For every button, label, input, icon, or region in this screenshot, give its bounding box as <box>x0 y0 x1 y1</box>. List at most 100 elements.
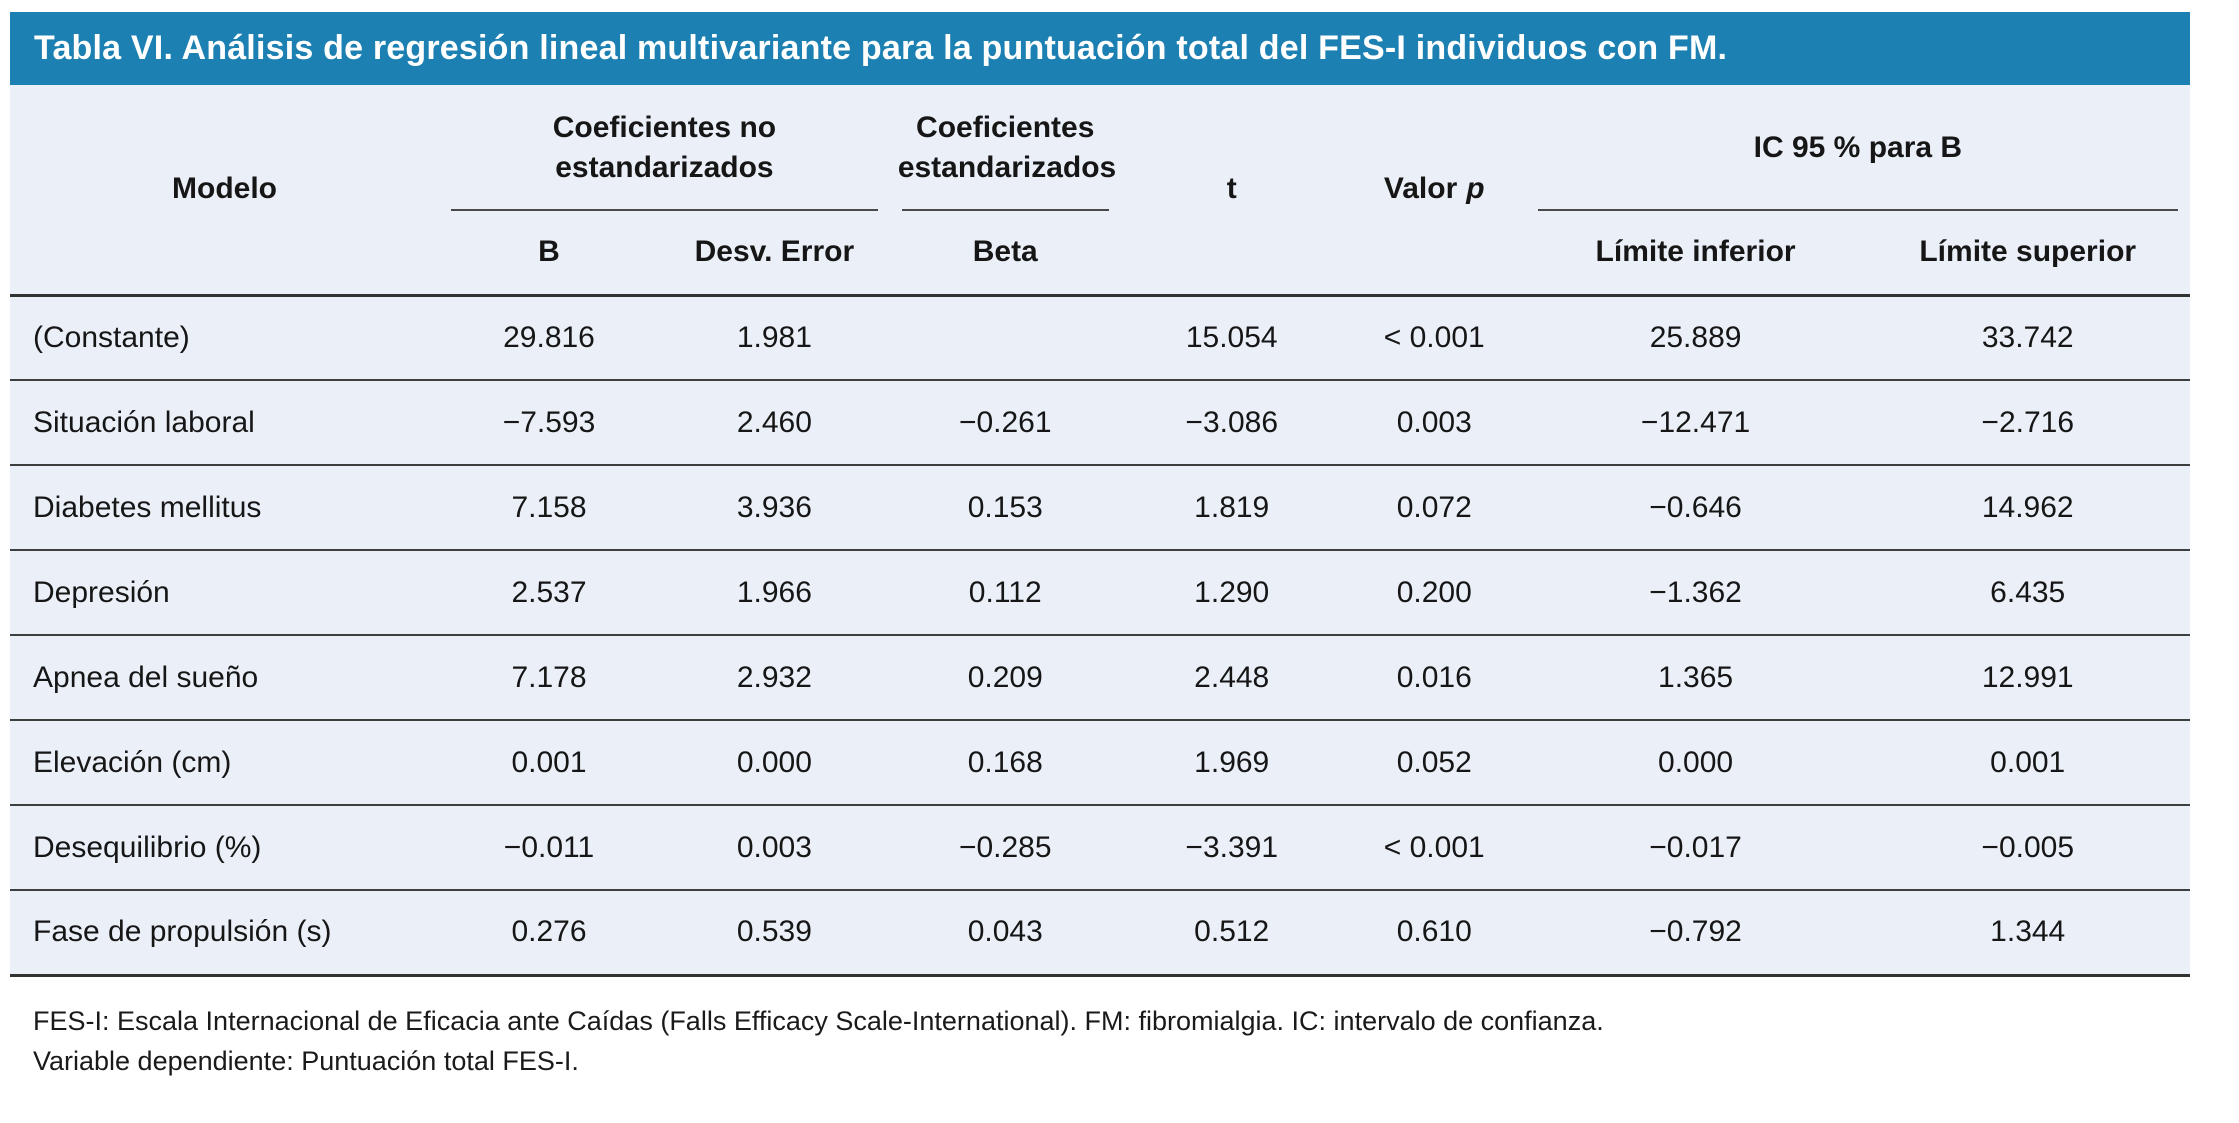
cell-beta: −0.261 <box>958 405 1052 439</box>
cell-beta: 0.112 <box>968 575 1042 609</box>
cell-upper: 33.742 <box>1981 320 2074 354</box>
cell-beta: −0.285 <box>958 830 1052 864</box>
cell-upper: 6.435 <box>1990 575 2066 609</box>
cell-lower: 1.365 <box>1658 660 1734 694</box>
cell-p: < 0.001 <box>1383 830 1485 864</box>
group-header-ic95-label: IC 95 % para B <box>1753 130 1963 164</box>
cell-lower: −12.471 <box>1640 405 1751 439</box>
group-header-coef-estandarizados-label: Coeficientes estandarizados <box>897 110 1117 185</box>
row-label: Diabetes mellitus <box>33 490 262 524</box>
group-underline <box>451 209 878 211</box>
table-row: Situación laboral −7.593 2.460 −0.261 −3.086… <box>10 380 2190 465</box>
footnote-abbreviations: FES-I: Escala Internacional de Eficacia … <box>33 1005 1604 1036</box>
cell-lower: −0.017 <box>1649 830 1742 864</box>
cell-std_error: 0.003 <box>736 830 812 864</box>
cell-upper: −2.716 <box>1981 405 2075 439</box>
cell-p: 0.016 <box>1396 660 1472 694</box>
cell-p: 0.072 <box>1396 490 1472 524</box>
cell-std_error: 0.539 <box>736 915 812 949</box>
cell-t: 15.054 <box>1185 320 1278 354</box>
cell-b: 2.537 <box>511 575 587 609</box>
group-underline <box>1537 209 2178 211</box>
valor-label: Valor <box>1383 172 1458 205</box>
col-header-modelo: Modelo <box>172 172 277 205</box>
group-header-coef-no-estandarizados-label: Coeficientes no estandarizados <box>552 110 777 185</box>
col-header-valor-p: Valor p <box>1343 85 1526 295</box>
cell-b: −7.593 <box>502 405 596 439</box>
cell-t: −3.391 <box>1185 830 1279 864</box>
cell-lower: −1.362 <box>1649 575 1742 609</box>
cell-std_error: 0.000 <box>736 745 812 779</box>
group-header-coef-no-estandarizados: Coeficientes no estandarizados <box>439 85 890 211</box>
cell-upper: 12.991 <box>1981 660 2074 694</box>
cell-std_error: 3.936 <box>736 490 812 524</box>
col-header-limite-superior: Límite superior <box>1919 235 2137 268</box>
table-row: Fase de propulsión (s) 0.276 0.539 0.043 0.5… <box>10 890 2190 975</box>
row-label: Situación laboral <box>33 405 255 439</box>
cell-t: 1.969 <box>1194 745 1270 779</box>
cell-beta: 0.168 <box>967 745 1043 779</box>
cell-b: 29.816 <box>503 320 595 354</box>
cell-std_error: 1.981 <box>736 320 812 354</box>
table-row: Elevación (cm) 0.001 0.000 0.168 1.969 0.052 0… <box>10 720 2190 805</box>
regression-table: Modelo Coeficientes no estandarizados Co… <box>10 85 2190 977</box>
col-header-beta: Beta <box>972 235 1038 268</box>
cell-p: 0.003 <box>1396 405 1472 439</box>
cell-t: 0.512 <box>1194 915 1270 949</box>
row-label: Elevación (cm) <box>33 745 232 779</box>
cell-t: −3.086 <box>1185 405 1279 439</box>
table-row: Desequilibrio (%) −0.011 0.003 −0.285 −3.391… <box>10 805 2190 890</box>
p-italic-label: p <box>1466 172 1485 205</box>
group-header-ic95: IC 95 % para B <box>1526 85 2190 211</box>
col-header-desv-error: Desv. Error <box>694 235 855 268</box>
cell-p: 0.052 <box>1396 745 1472 779</box>
cell-beta <box>890 295 1121 380</box>
cell-beta: 0.043 <box>967 915 1043 949</box>
table-row: Diabetes mellitus 7.158 3.936 0.153 1.819 0.0… <box>10 465 2190 550</box>
cell-b: 7.158 <box>511 490 587 524</box>
cell-b: 7.178 <box>511 660 587 694</box>
cell-b: 0.001 <box>511 745 587 779</box>
group-underline <box>901 209 1109 211</box>
cell-std_error: 2.932 <box>736 660 812 694</box>
col-header-limite-inferior: Límite inferior <box>1595 235 1796 268</box>
col-header-b: B <box>538 235 560 268</box>
cell-beta: 0.209 <box>967 660 1043 694</box>
cell-t: 1.290 <box>1194 575 1270 609</box>
table-title: Tabla VI. Análisis de regresión lineal m… <box>34 29 1728 67</box>
table-figure: Tabla VI. Análisis de regresión lineal m… <box>10 12 2190 1081</box>
col-header-t: t <box>1226 172 1237 205</box>
cell-b: −0.011 <box>503 830 595 864</box>
row-label: Depresión <box>33 575 170 609</box>
group-header-coef-estandarizados: Coeficientes estandarizados <box>890 85 1121 211</box>
table-body: (Constante) 29.816 1.981 15.054 < 0.001 25.88… <box>10 295 2190 975</box>
cell-upper: −0.005 <box>1981 830 2075 864</box>
cell-upper: 14.962 <box>1981 490 2074 524</box>
row-label: Apnea del sueño <box>33 660 259 694</box>
cell-lower: 25.889 <box>1649 320 1742 354</box>
table-row: Apnea del sueño 7.178 2.932 0.209 2.448 0.016… <box>10 635 2190 720</box>
row-label: Fase de propulsión (s) <box>33 915 332 949</box>
cell-p: < 0.001 <box>1383 320 1485 354</box>
cell-upper: 0.001 <box>1990 745 2066 779</box>
table-row: (Constante) 29.816 1.981 15.054 < 0.001 25.88… <box>10 295 2190 380</box>
cell-upper: 1.344 <box>1990 915 2066 949</box>
row-label: Desequilibrio (%) <box>33 830 262 864</box>
cell-std_error: 1.966 <box>736 575 812 609</box>
footnote-dependent-variable: Variable dependiente: Puntuación total F… <box>33 1045 579 1076</box>
cell-lower: −0.792 <box>1649 915 1742 949</box>
cell-b: 0.276 <box>511 915 587 949</box>
cell-std_error: 2.460 <box>736 405 812 439</box>
cell-p: 0.200 <box>1396 575 1472 609</box>
table-title-bar: Tabla VI. Análisis de regresión lineal m… <box>10 12 2190 85</box>
cell-t: 2.448 <box>1194 660 1270 694</box>
cell-beta: 0.153 <box>967 490 1043 524</box>
cell-lower: −0.646 <box>1649 490 1742 524</box>
table-footnotes: FES-I: Escala Internacional de Eficacia … <box>33 1001 2190 1081</box>
cell-t: 1.819 <box>1194 490 1270 524</box>
row-label: (Constante) <box>33 320 190 354</box>
cell-p: 0.610 <box>1396 915 1472 949</box>
cell-lower: 0.000 <box>1658 745 1734 779</box>
table-header: Modelo Coeficientes no estandarizados Co… <box>10 85 2190 295</box>
table-row: Depresión 2.537 1.966 0.112 1.290 0.200 −1.362… <box>10 550 2190 635</box>
